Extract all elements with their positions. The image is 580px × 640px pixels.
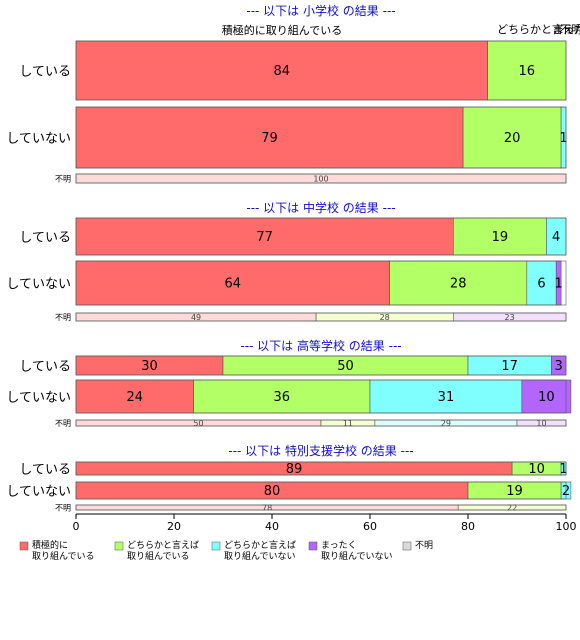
panel-3-row-2-segment-3 xyxy=(369,379,523,414)
panel-1-row-1-segment-1 xyxy=(75,40,488,101)
panel-4-unknown-row-outline xyxy=(75,504,567,511)
legend-label-3-line2: 取り組んでいない xyxy=(224,550,296,562)
panel-4-row-1-outline xyxy=(75,461,567,476)
panel-2-row-1-segment-label-1: 77 xyxy=(256,230,273,245)
panel-1-row-1-segment-label-1: 84 xyxy=(274,64,291,79)
legend-swatch-3 xyxy=(211,541,221,551)
panel-3-row-2-label: していない xyxy=(6,391,71,406)
panel-3-row-1-outline xyxy=(75,355,567,376)
panel-3-row-2-segment-label-4: 10 xyxy=(538,390,555,405)
panel-2-row-1-segment-label-3: 4 xyxy=(552,230,560,245)
top-annotation-unknown: 不明 xyxy=(560,23,580,36)
panel-3-row-1-segment-label-1: 30 xyxy=(141,359,158,374)
panel-1-row-2-outline xyxy=(75,106,567,169)
legend-label-1-line1: 積極的に xyxy=(32,539,68,551)
panel-3-unknown-row-outline xyxy=(75,419,567,427)
panel-3-title: --- 以下は 高等学校 の結果 --- xyxy=(240,338,401,353)
panel-3-row-2-segment-1 xyxy=(75,379,194,414)
panel-3-row-2-segment-label-1: 24 xyxy=(127,390,144,405)
panel-3-row-1-segment-label-2: 50 xyxy=(337,359,354,374)
panel-4-row-1-segment-label-3: 1 xyxy=(559,462,567,477)
x-tick-label-1: 0 xyxy=(73,520,80,533)
panel-1-row-2-label: していない xyxy=(6,132,71,147)
x-tick-label-5: 80 xyxy=(461,520,475,533)
panel-1-unknown-row-segment-label-1: 100 xyxy=(313,174,328,183)
panel-1-row-1-segment-label-2: 16 xyxy=(519,64,536,79)
panel-2-row-2-segment-label-4: 1 xyxy=(555,277,563,292)
panel-1-row-2-segment-1 xyxy=(75,106,464,169)
panel-2-row-2-segment-3 xyxy=(526,260,557,306)
legend-swatch-5 xyxy=(402,541,412,551)
panel-1-row-2-segment-label-3: 1 xyxy=(559,131,567,146)
panel-2-row-2-segment-2 xyxy=(389,260,528,306)
panel-4-row-1-label: している xyxy=(19,463,71,478)
x-tick-label-6: 100 xyxy=(556,520,577,533)
panel-1-title: --- 以下は 小学校 の結果 --- xyxy=(246,3,395,18)
panel-3-row-2-segment-label-3: 31 xyxy=(438,390,455,405)
panel-2-row-1-segment-1 xyxy=(75,217,454,256)
panel-4-title: --- 以下は 特別支援学校 の結果 --- xyxy=(228,443,413,458)
panel-2-row-2-segment-label-3: 6 xyxy=(537,277,545,292)
legend-swatch-4 xyxy=(308,541,318,551)
panel-3-unknown-row-segment-label-1: 50 xyxy=(193,419,203,428)
panel-4-row-1-segment-label-1: 89 xyxy=(286,462,303,477)
top-annotation-active: 積極的に取り組んでいる xyxy=(222,23,342,37)
panel-3-row-1-segment-label-4: 3 xyxy=(555,359,563,374)
panel-4-unknown-row-segment-label-2: 22 xyxy=(507,503,517,512)
panel-3-unknown-row-label: 不明 xyxy=(55,419,71,428)
panel-4-row-2-label: していない xyxy=(6,485,71,500)
panel-2-title: --- 以下は 中学校 の結果 --- xyxy=(246,200,395,215)
panel-4-unknown-row-label: 不明 xyxy=(55,504,71,513)
panel-1-row-1-outline xyxy=(75,40,567,101)
legend-label-1-line2: 取り組んでいる xyxy=(32,550,95,562)
x-tick-label-2: 20 xyxy=(167,520,181,533)
panel-3-row-2-outline xyxy=(75,379,567,414)
panel-3-row-2-segment-2 xyxy=(193,379,371,414)
legend-label-2-line2: 取り組んでいる xyxy=(127,550,190,562)
panel-2-row-1-outline xyxy=(75,217,567,256)
panel-1-unknown-row-label: 不明 xyxy=(55,175,71,184)
panel-3-row-2-segment-label-2: 36 xyxy=(274,390,291,405)
top-annotation-somewhat: どちらかと言え xyxy=(497,23,574,36)
panel-2-unknown-row-segment-label-4: 23 xyxy=(505,313,515,322)
x-tick-label-4: 60 xyxy=(363,520,377,533)
panel-2-unknown-row-outline xyxy=(75,312,567,322)
panel-4-unknown-row-segment-label-1: 78 xyxy=(262,503,272,512)
top-annotation-none: まった xyxy=(553,23,580,36)
panel-2-row-2-segment-label-1: 64 xyxy=(225,277,242,292)
panel-4-row-2-segment-label-2: 19 xyxy=(506,484,523,499)
panel-2-row-2-segment-label-2: 28 xyxy=(450,277,467,292)
panel-4-row-1-segment-label-2: 10 xyxy=(528,462,545,477)
panel-2-unknown-row-segment-label-1: 49 xyxy=(191,313,201,322)
panel-3-unknown-row-segment-label-2: 11 xyxy=(343,419,353,428)
panel-1-row-2-segment-label-1: 79 xyxy=(261,131,278,146)
panel-3-row-1-segment-label-3: 17 xyxy=(501,359,518,374)
panel-1-row-2-segment-label-2: 20 xyxy=(504,131,521,146)
x-tick-label-3: 40 xyxy=(265,520,279,533)
panel-4-row-2-outline xyxy=(75,481,567,500)
panel-2-unknown-row-segment-label-2: 28 xyxy=(380,313,390,322)
legend-swatch-2 xyxy=(114,541,124,551)
panel-2-row-1-segment-label-2: 19 xyxy=(492,230,509,245)
panel-2-row-2-outline xyxy=(75,260,567,306)
panel-1-unknown-row-outline xyxy=(75,173,567,184)
panel-3-row-1-label: している xyxy=(19,360,71,375)
legend-swatch-1 xyxy=(19,541,29,551)
panel-1-row-1-label: している xyxy=(19,65,71,80)
panel-3-unknown-row-segment-label-3: 29 xyxy=(441,419,451,428)
panel-2-row-1-label: している xyxy=(19,231,71,246)
legend-label-5-line1: 不明 xyxy=(415,540,433,551)
panel-2-row-2-label: していない xyxy=(6,277,71,292)
legend-label-4-line1: まったく xyxy=(321,540,357,551)
panel-4-row-2-segment-label-1: 80 xyxy=(264,484,281,499)
panel-2-unknown-row-label: 不明 xyxy=(55,313,71,322)
panel-3-unknown-row-segment-label-4: 10 xyxy=(536,419,546,428)
legend-label-3-line1: どちらかと言えば xyxy=(224,539,296,551)
legend-label-2-line1: どちらかと言えば xyxy=(127,539,199,551)
legend-label-4-line2: 取り組んでいない xyxy=(321,550,393,562)
